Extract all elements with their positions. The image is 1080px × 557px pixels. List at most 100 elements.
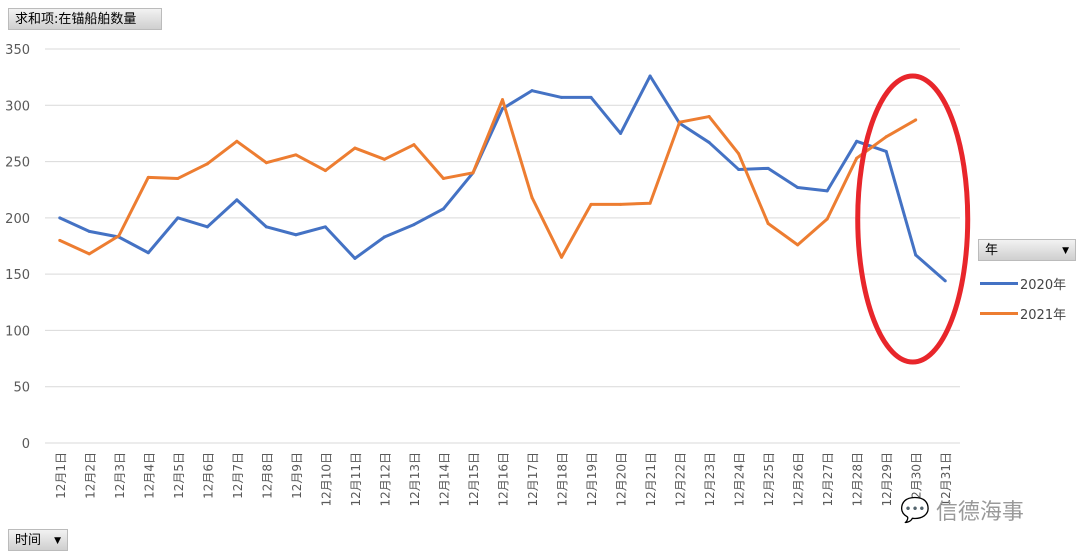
x-tick-label: 12月16日 <box>497 452 511 507</box>
data-point <box>471 171 475 175</box>
legend: 2020年 2021年 <box>980 268 1066 328</box>
data-point <box>294 153 298 157</box>
data-point <box>353 256 357 260</box>
x-tick-label: 12月13日 <box>408 452 422 507</box>
data-point <box>146 175 150 179</box>
x-tick-label: 12月7日 <box>231 452 245 499</box>
x-tick-label: 12月27日 <box>821 452 835 507</box>
data-point <box>796 185 800 189</box>
series-line-2021 <box>59 98 917 259</box>
data-point <box>560 95 564 99</box>
x-tick-label: 12月21日 <box>644 452 658 507</box>
data-point <box>382 235 386 239</box>
x-tick-label: 12月18日 <box>556 452 570 507</box>
x-tick-label: 12月4日 <box>142 452 156 499</box>
legend-item-2020: 2020年 <box>980 268 1066 298</box>
data-point <box>117 234 121 238</box>
data-point <box>235 198 239 202</box>
legend-label: 2021年 <box>1020 307 1067 323</box>
data-point <box>323 225 327 229</box>
x-tick-label: 12月14日 <box>437 452 451 507</box>
data-point <box>412 143 416 147</box>
data-point <box>382 157 386 161</box>
annotation-ellipse <box>855 73 971 365</box>
x-tick-label: 12月6日 <box>201 452 215 499</box>
axis-field-label: 时间 <box>15 533 42 548</box>
data-point <box>914 118 918 122</box>
y-tick-label: 150 <box>5 268 30 283</box>
data-point <box>441 207 445 211</box>
y-tick-label: 50 <box>13 381 30 396</box>
watermark-text: 信德海事 <box>935 500 1024 525</box>
x-tick-label: 12月15日 <box>467 452 481 507</box>
data-point <box>146 251 150 255</box>
x-tick-label: 12月24日 <box>733 452 747 507</box>
value-field-button[interactable]: 求和项:在锚船舶数量 <box>8 8 162 30</box>
data-point <box>87 252 91 256</box>
data-point <box>412 223 416 227</box>
series-line-2020 <box>59 74 947 283</box>
legend-label: 2020年 <box>1020 277 1067 293</box>
data-point <box>589 95 593 99</box>
data-point <box>825 189 829 193</box>
y-tick-label: 0 <box>22 437 30 452</box>
data-point <box>884 149 888 153</box>
x-tick-label: 12月10日 <box>319 452 333 507</box>
data-point <box>766 166 770 170</box>
x-tick-label: 12月26日 <box>792 452 806 507</box>
data-point <box>176 176 180 180</box>
data-point <box>737 167 741 171</box>
x-tick-label: 12月19日 <box>585 452 599 507</box>
legend-item-2021: 2021年 <box>980 298 1066 328</box>
data-point <box>264 225 268 229</box>
data-point <box>323 169 327 173</box>
x-tick-label: 12月11日 <box>349 452 363 507</box>
data-point <box>707 140 711 144</box>
data-point <box>441 176 445 180</box>
x-tick-label: 12月12日 <box>378 452 392 507</box>
y-tick-label: 250 <box>5 156 30 171</box>
data-point <box>678 120 682 124</box>
x-tick-label: 12月22日 <box>674 452 688 507</box>
data-point <box>825 217 829 221</box>
y-tick-label: 350 <box>5 43 30 58</box>
y-tick-label: 300 <box>5 99 30 114</box>
watermark: 💬 信德海事 <box>900 494 1024 526</box>
data-point <box>855 156 859 160</box>
x-tick-label: 12月29日 <box>880 452 894 507</box>
data-point <box>501 107 504 111</box>
data-point <box>914 253 918 257</box>
data-point <box>176 216 180 220</box>
data-point <box>530 196 534 200</box>
legend-swatch <box>980 281 1018 285</box>
axis-field-button[interactable]: 时间 ▼ <box>8 529 68 551</box>
data-point <box>205 162 209 166</box>
data-point <box>619 202 623 206</box>
data-point <box>235 139 239 143</box>
data-point <box>205 225 209 229</box>
x-tick-label: 12月28日 <box>851 452 865 507</box>
data-point <box>87 229 91 233</box>
x-tick-label: 12月9日 <box>290 452 304 499</box>
legend-field-button[interactable]: 年 ▼ <box>978 239 1076 261</box>
legend-swatch <box>980 311 1018 315</box>
x-tick-label: 12月8日 <box>260 452 274 499</box>
dropdown-arrow-icon: ▼ <box>54 536 61 546</box>
x-tick-label: 12月30日 <box>910 452 924 507</box>
data-point <box>796 243 800 247</box>
x-tick-label: 12月31日 <box>939 452 953 507</box>
wechat-icon: 💬 <box>900 496 930 524</box>
y-tick-label: 200 <box>5 212 30 227</box>
data-point <box>648 74 652 78</box>
x-tick-label: 12月1日 <box>54 452 68 499</box>
data-point <box>943 279 947 283</box>
data-point <box>530 89 534 93</box>
data-point <box>560 255 564 259</box>
data-point <box>353 146 357 150</box>
data-point <box>707 115 711 119</box>
x-tick-label: 12月3日 <box>113 452 127 499</box>
data-point <box>589 202 593 206</box>
data-point <box>294 233 298 237</box>
data-point <box>501 98 504 102</box>
